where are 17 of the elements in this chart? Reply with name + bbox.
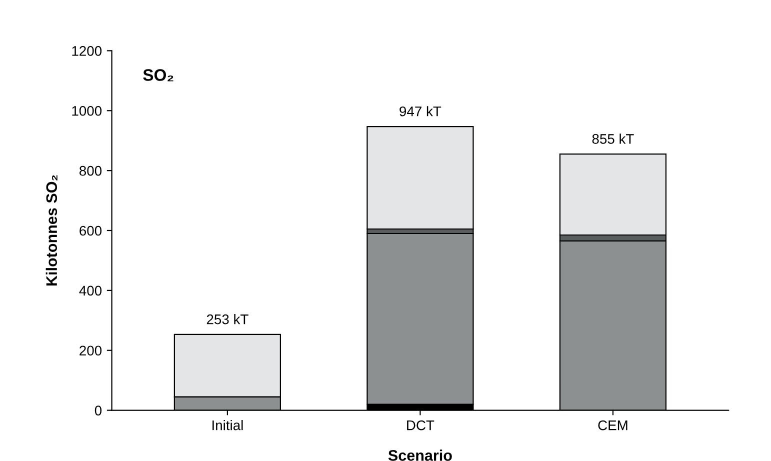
bar: [366, 126, 474, 230]
y-tick-label: 0: [94, 406, 102, 416]
y-tick-label: 200: [80, 346, 102, 356]
total-label: 947 kT: [400, 106, 442, 116]
text: SO₂: [143, 69, 174, 82]
y-tick-label: 400: [79, 286, 102, 296]
x-tick-label: CEM: [598, 420, 628, 430]
x-tick-label: DCT: [407, 420, 434, 430]
x-axis-title: Scenario: [388, 450, 452, 461]
y-axis-title: Kilotonnes SO₂: [46, 175, 58, 286]
total-label: 253 kT: [206, 314, 248, 324]
y-tick-label: 1000: [72, 106, 102, 116]
y-tick-label: 800: [80, 166, 102, 176]
y-tick-label: 600: [80, 226, 102, 236]
total-label: 855 kT: [592, 134, 634, 144]
x-tick-label: Initial: [212, 420, 243, 430]
y-tick-label: 1200: [72, 46, 102, 56]
